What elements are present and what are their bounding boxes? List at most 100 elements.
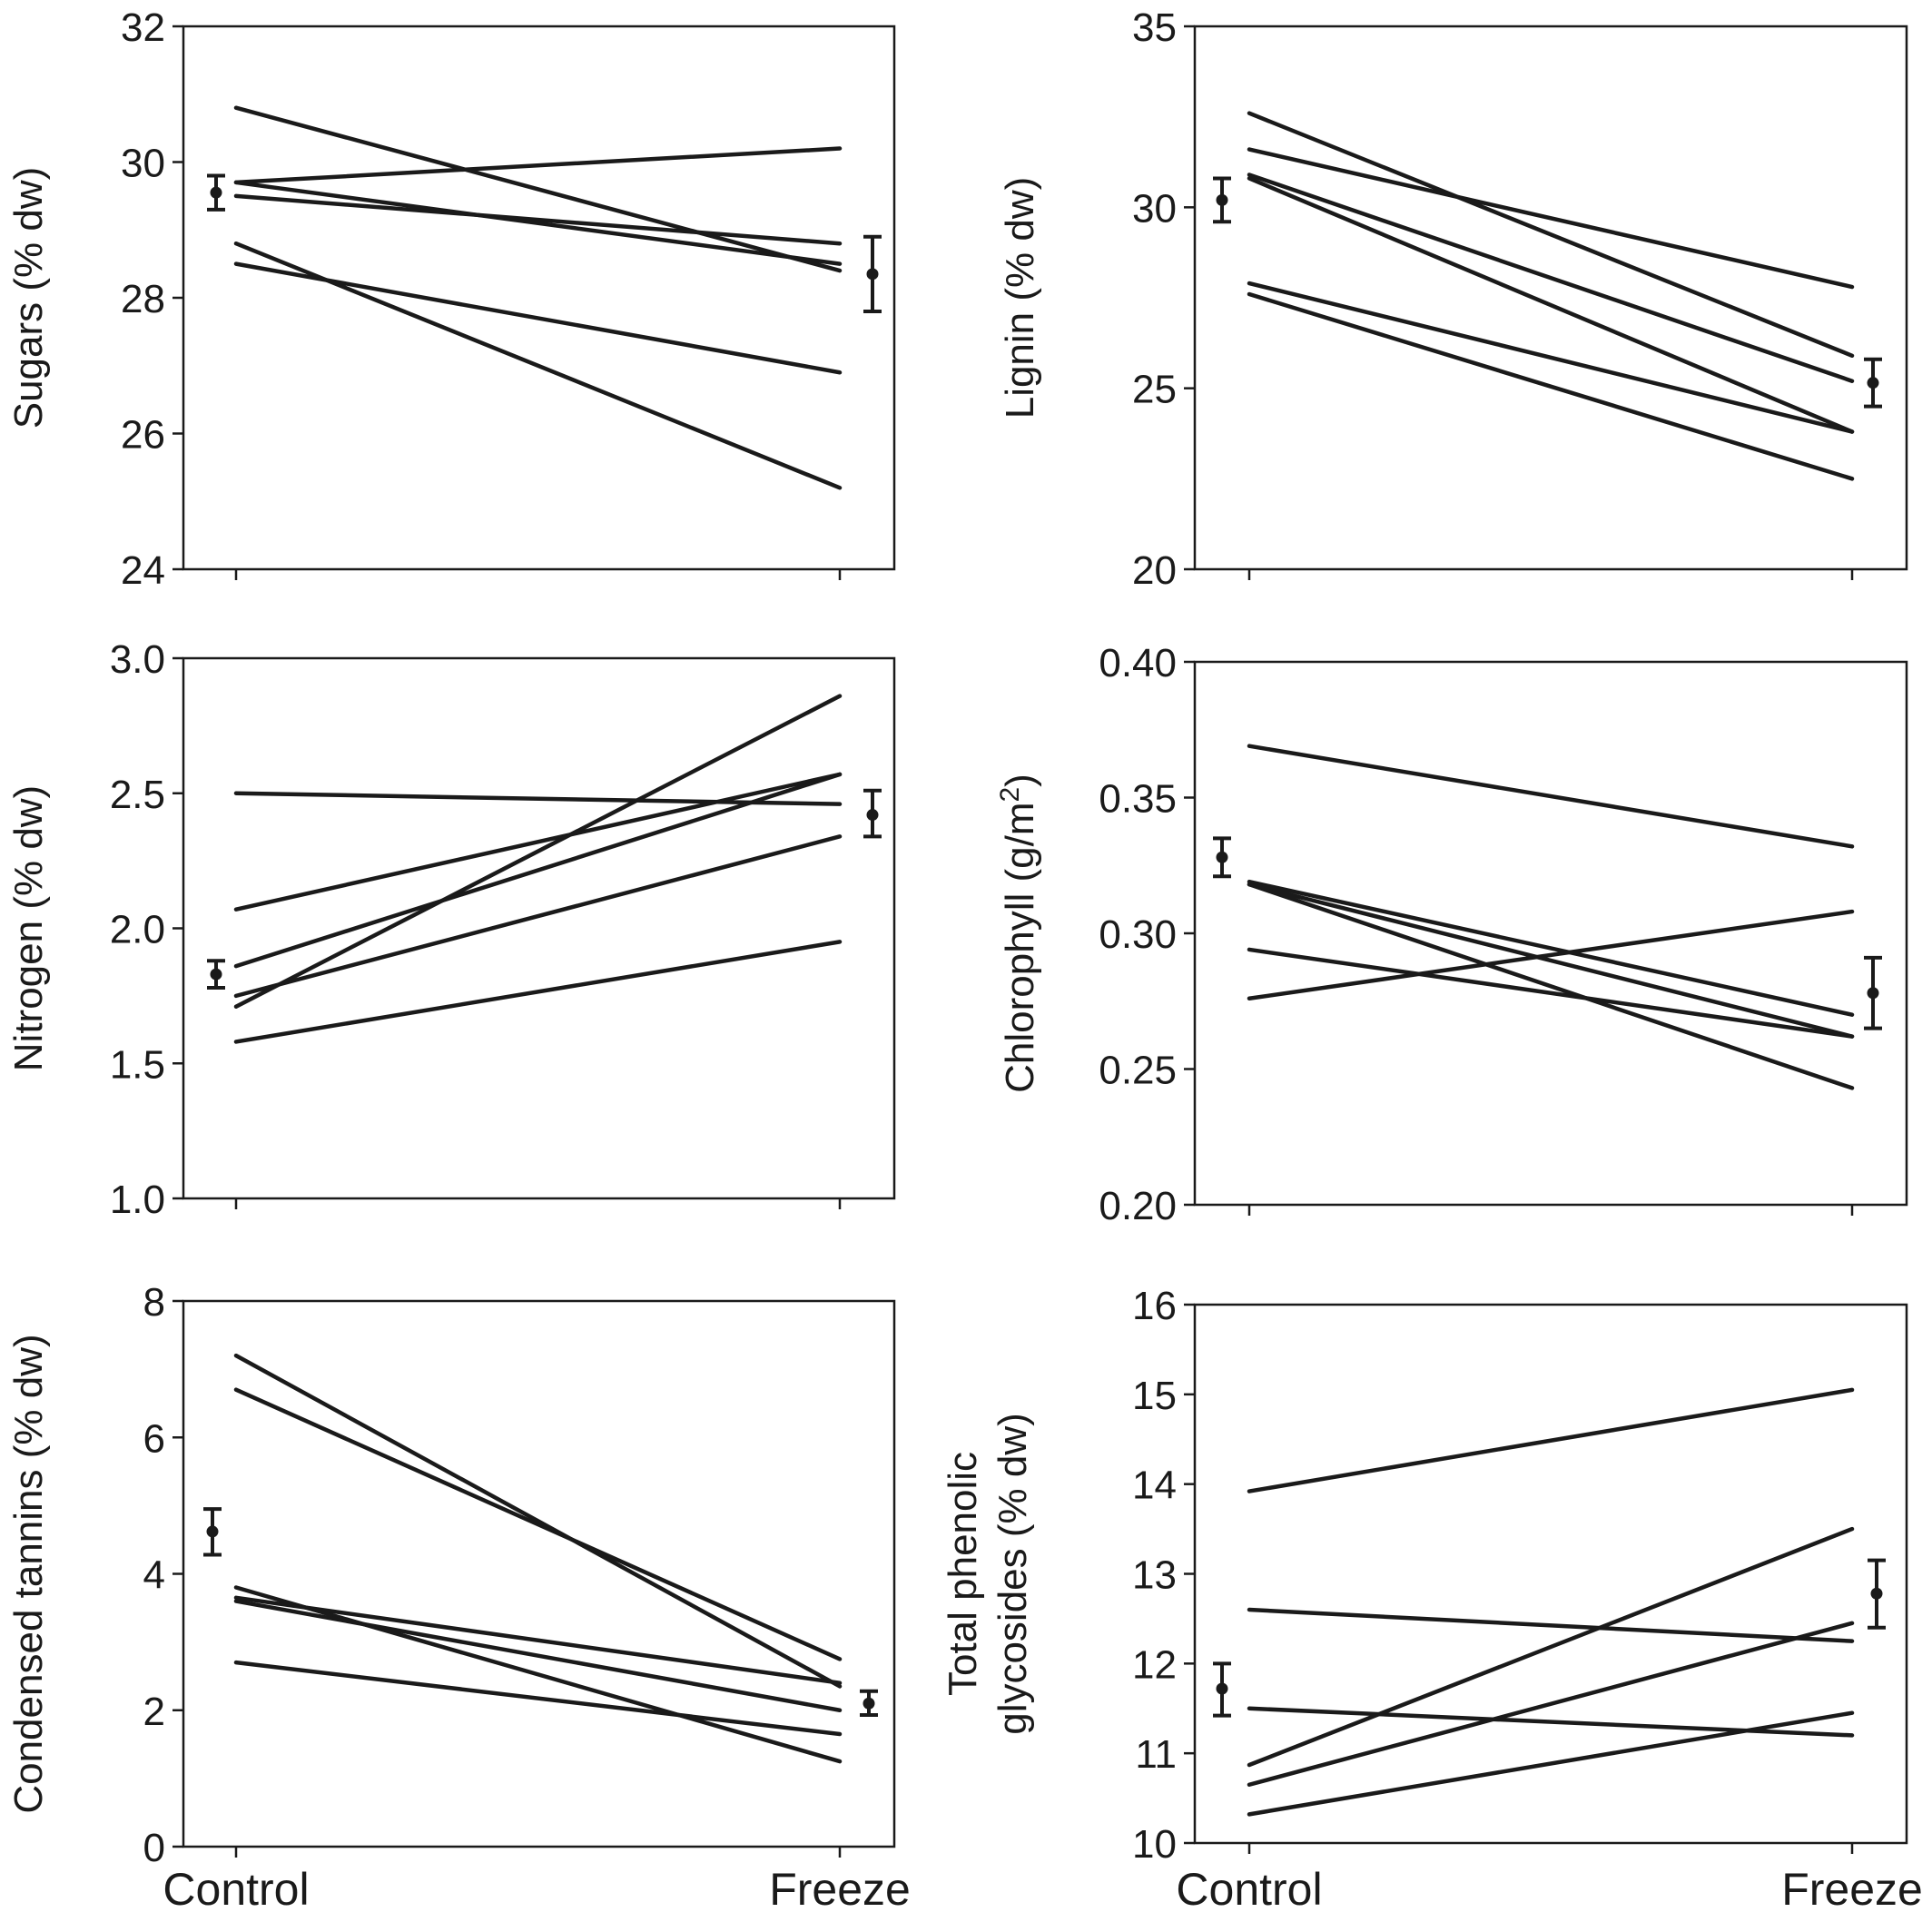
series-line (233, 241, 843, 490)
series-line (233, 1387, 843, 1661)
x-tick-label: Freeze (769, 1864, 911, 1915)
y-axis-title: Lignin (% dw) (998, 177, 1042, 419)
mean-point (210, 968, 222, 981)
mean-point (862, 1697, 875, 1710)
series-line (1247, 1621, 1855, 1788)
chart-panel: 20 25 30 35 Lignin (% dw) (998, 5, 1908, 593)
y-tick-label: 2.0 (110, 908, 165, 952)
mean-error-bar (863, 788, 882, 839)
series-line (1247, 882, 1855, 1090)
y-axis-title: Sugars (% dw) (6, 167, 51, 429)
mean-error-bar (1213, 836, 1231, 879)
series-line (1247, 291, 1855, 481)
series-line (1247, 147, 1855, 290)
chart-panel: 0.20 0.25 0.30 0.35 0.40 Chlorophyll (g/m2) (995, 641, 1908, 1228)
series-line (233, 1599, 843, 1712)
series-line (1247, 176, 1855, 434)
mean-point (1216, 1682, 1228, 1695)
y-tick-label: 0 (143, 1826, 165, 1870)
mean-error-bar (1213, 176, 1231, 224)
y-axis-title: Chlorophyll (g/m2) (995, 774, 1042, 1093)
series-line (233, 193, 843, 246)
y-axis-title: Nitrogen (% dw) (6, 785, 51, 1071)
y-tick-label: 26 (121, 413, 165, 458)
y-tick-label: 0.35 (1099, 777, 1177, 822)
y-tick-label: 4 (143, 1553, 165, 1598)
series-line (1247, 1387, 1855, 1493)
series-line (233, 105, 843, 273)
y-tick-label: 0.20 (1099, 1184, 1177, 1228)
y-tick-label: 10 (1132, 1822, 1177, 1867)
plot-frame (1193, 660, 1908, 1207)
chart-panel: 1.0 1.5 2.0 2.5 3.0 Nitrogen (% dw) (6, 637, 896, 1222)
series-line (233, 834, 843, 999)
series-line (233, 1585, 843, 1764)
series-line (1247, 1607, 1855, 1643)
series-line (1247, 744, 1855, 849)
y-tick-label: 11 (1135, 1732, 1177, 1777)
y-tick-label: 0.30 (1099, 912, 1177, 957)
mean-point (1867, 987, 1879, 1000)
plot-frame (182, 25, 896, 571)
mean-error-bar (860, 1689, 878, 1718)
y-tick-label: 15 (1132, 1374, 1177, 1418)
mean-error-bar (863, 234, 882, 313)
y-tick-label: 0.25 (1099, 1049, 1177, 1093)
mean-error-bar (207, 173, 225, 212)
mean-point (866, 809, 879, 822)
x-tick-label: Control (163, 1864, 309, 1915)
mean-point (1867, 377, 1879, 389)
series-line (1247, 172, 1855, 383)
mean-point (1216, 851, 1228, 863)
mean-error-bar (203, 1507, 222, 1557)
y-tick-label: 32 (121, 5, 165, 50)
series-line (233, 261, 843, 375)
chart-panel: 24 26 28 30 32 Sugars (% dw) (6, 5, 896, 593)
series-line (1247, 879, 1855, 1017)
y-axis-title: Total phenolic (941, 1452, 985, 1696)
series-line (1247, 281, 1855, 434)
mean-error-bar (1868, 1558, 1886, 1630)
mean-point (1216, 193, 1228, 206)
mean-error-bar (1864, 357, 1882, 409)
plot-frame (182, 656, 896, 1200)
series-line (233, 1353, 843, 1689)
series-line (233, 791, 843, 806)
series-line (233, 146, 843, 185)
series-line (1247, 1526, 1855, 1768)
y-tick-label: 24 (121, 548, 165, 593)
series-line (233, 180, 843, 266)
mean-error-bar (1213, 1661, 1231, 1718)
mean-error-bar (207, 959, 225, 990)
y-tick-label: 12 (1132, 1642, 1177, 1687)
y-tick-label: 25 (1132, 368, 1177, 412)
y-tick-label: 30 (121, 142, 165, 186)
y-tick-label: 1.0 (110, 1178, 165, 1222)
y-tick-label: 16 (1132, 1284, 1177, 1328)
series-line (1247, 1710, 1855, 1817)
y-tick-label: 3.0 (110, 637, 165, 682)
series-line (233, 772, 843, 969)
y-tick-label: 13 (1132, 1553, 1177, 1598)
mean-point (1870, 1587, 1883, 1600)
mean-point (206, 1525, 219, 1538)
series-line (1247, 882, 1855, 1039)
chart-panel: 10 11 12 13 14 15 16 Total phenolic glycosides (… (941, 1284, 1923, 1915)
y-tick-label: 14 (1132, 1464, 1177, 1508)
chart-panel: 0 2 4 6 8 Condensed tannins (% dw) Control Free… (6, 1280, 911, 1915)
x-tick-label: Control (1176, 1864, 1322, 1915)
series-line (233, 940, 843, 1044)
series-line (233, 772, 843, 912)
y-tick-label: 2 (143, 1690, 165, 1734)
mean-point (866, 268, 879, 281)
y-tick-label: 6 (143, 1416, 165, 1461)
y-axis-title-line2: glycosides (% dw) (991, 1413, 1035, 1735)
series-line (1247, 111, 1855, 359)
series-line (233, 1660, 843, 1737)
series-line (1247, 947, 1855, 1039)
y-tick-label: 1.5 (110, 1042, 165, 1087)
mean-point (210, 186, 222, 199)
y-tick-label: 2.5 (110, 773, 165, 817)
y-tick-label: 0.40 (1099, 641, 1177, 685)
